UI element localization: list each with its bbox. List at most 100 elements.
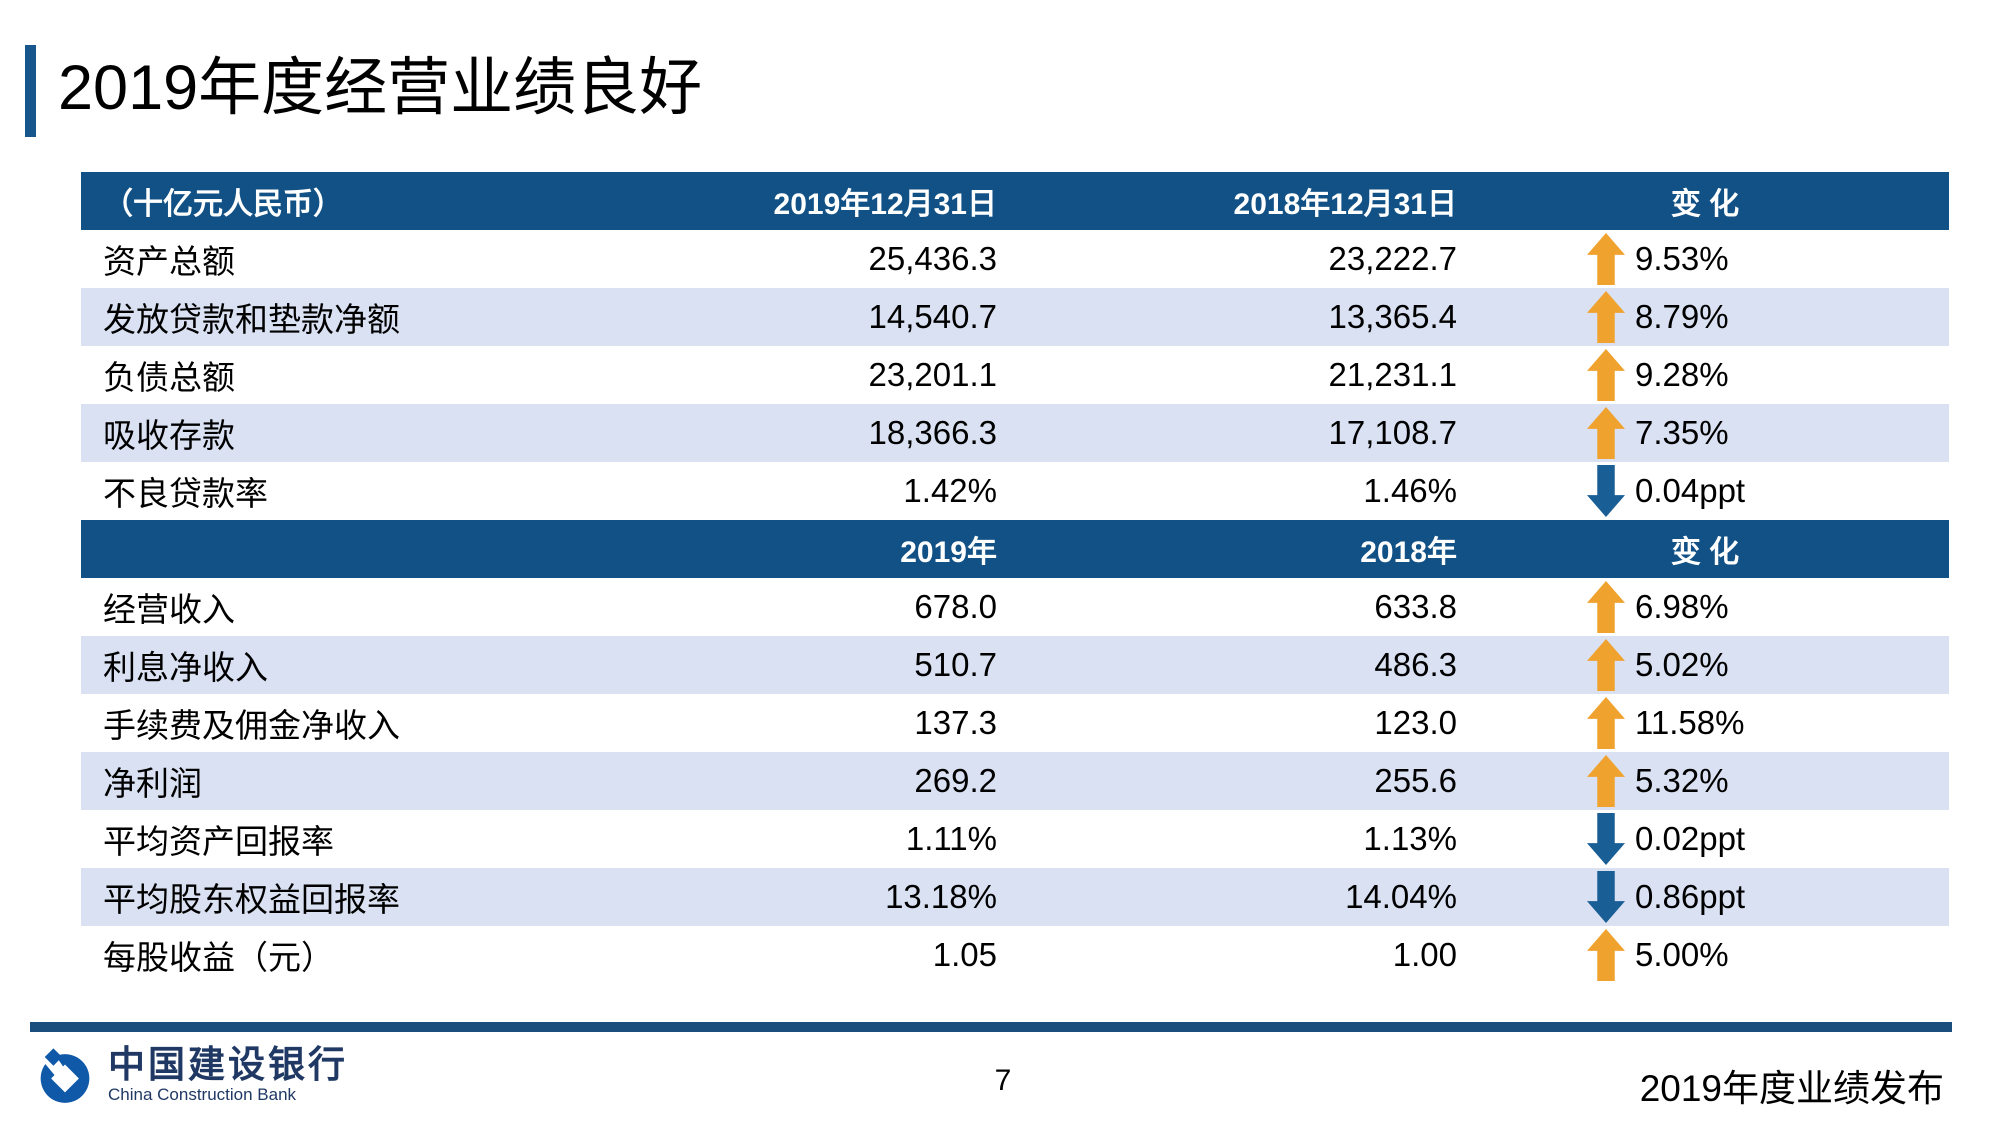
footer-divider [30,1022,1952,1032]
ccb-logo: 中国建设银行 China Construction Bank [36,1044,348,1106]
value-2018: 23,222.7 [1328,240,1457,277]
footer-presentation-title: 2019年度业绩发布 [1639,1068,1944,1109]
table-row: 平均股东权益回报率 13.18% 14.04% 0.86ppt [81,868,1949,926]
header-date-2018: 2018年12月31日 [1233,188,1457,221]
row-label: 平均股东权益回报率 [103,881,400,918]
value-2018: 1.46% [1363,472,1457,509]
change-value: 6.98% [1635,588,1729,625]
table-row: 经营收入 678.0 633.8 6.98% [81,578,1949,636]
up-arrow-icon [1587,581,1625,633]
change-cell: 5.00% [1461,929,1949,981]
ccb-logo-icon [40,1048,90,1103]
row-label: 负债总额 [103,359,235,396]
logo-name-en: China Construction Bank [108,1085,297,1104]
page-title: 2019年度经营业绩良好 [58,53,703,123]
change-value: 5.00% [1635,936,1729,973]
up-arrow-icon [1587,639,1625,691]
change-cell: 6.98% [1461,581,1949,633]
change-cell: 9.53% [1461,233,1949,285]
value-2019: 18,366.3 [868,414,997,451]
value-2018: 21,231.1 [1328,356,1457,393]
change-value: 9.53% [1635,240,1729,277]
ccb-logo-text: 中国建设银行 China Construction Bank [108,1045,348,1105]
change-value: 7.35% [1635,414,1729,451]
row-label: 吸收存款 [103,417,235,454]
value-2018: 17,108.7 [1328,414,1457,451]
change-value: 5.32% [1635,762,1729,799]
row-label: 手续费及佣金净收入 [103,707,400,744]
title-accent-bar [25,45,36,137]
table-row: 不良贷款率 1.42% 1.46% 0.04ppt [81,462,1949,520]
balance-sheet-rows: 资产总额 25,436.3 23,222.7 9.53% 发放贷款和垫款净额 14,540… [81,230,1949,520]
row-label: 平均资产回报率 [103,823,334,860]
header-change: 变 化 [1670,536,1740,569]
row-label: 经营收入 [103,591,235,628]
change-cell: 7.35% [1461,407,1949,459]
table-row: 净利润 269.2 255.6 5.32% [81,752,1949,810]
header-unit-label: （十亿元人民币） [103,188,343,221]
row-label: 不良贷款率 [103,475,268,512]
change-value: 0.86ppt [1635,878,1746,915]
value-2018: 255.6 [1374,762,1457,799]
value-2019: 23,201.1 [868,356,997,393]
up-arrow-icon [1587,755,1625,807]
table-row: 手续费及佣金净收入 137.3 123.0 11.58% [81,694,1949,752]
value-2019: 1.11% [905,820,997,857]
change-value: 0.02ppt [1635,820,1746,857]
value-2018: 486.3 [1374,646,1457,683]
value-2019: 510.7 [914,646,997,683]
down-arrow-icon [1587,813,1625,865]
value-2018: 1.13% [1363,820,1457,857]
header-date-2019: 2019年12月31日 [773,188,997,221]
value-2018: 14.04% [1345,878,1457,915]
value-2019: 14,540.7 [868,298,997,335]
value-2019: 1.05 [932,936,997,973]
table-row: 资产总额 25,436.3 23,222.7 9.53% [81,230,1949,288]
value-2019: 1.42% [903,472,997,509]
income-statement-rows: 经营收入 678.0 633.8 6.98% 利息净收入 510.7 486.3 5.02% 手… [81,578,1949,984]
table-row: 利息净收入 510.7 486.3 5.02% [81,636,1949,694]
change-value: 0.04ppt [1635,472,1746,509]
up-arrow-icon [1587,407,1625,459]
header-year-2019: 2019年 [900,536,997,569]
value-2018: 13,365.4 [1328,298,1457,335]
table-row: 发放贷款和垫款净额 14,540.7 13,365.4 8.79% [81,288,1949,346]
change-value: 11.58% [1635,704,1745,741]
value-2019: 678.0 [914,588,997,625]
header-year-2018: 2018年 [1360,536,1457,569]
value-2018: 123.0 [1374,704,1457,741]
change-cell: 5.32% [1461,755,1949,807]
page-number: 7 [994,1064,1012,1097]
up-arrow-icon [1587,233,1625,285]
change-cell: 9.28% [1461,349,1949,401]
row-label: 发放贷款和垫款净额 [103,301,400,338]
table-header-income: 2019年 2018年 变 化 [81,520,1949,578]
change-cell: 0.02ppt [1461,813,1949,865]
value-2019: 13.18% [885,878,997,915]
table-row: 平均资产回报率 1.11% 1.13% 0.02ppt [81,810,1949,868]
row-label: 每股收益（元） [103,939,334,976]
value-2019: 137.3 [914,704,997,741]
table-header-balance-sheet: （十亿元人民币） 2019年12月31日 2018年12月31日 变 化 [81,172,1949,230]
value-2019: 25,436.3 [868,240,997,277]
header-change: 变 化 [1670,188,1740,221]
change-value: 8.79% [1635,298,1729,335]
table-row: 负债总额 23,201.1 21,231.1 9.28% [81,346,1949,404]
down-arrow-icon [1587,871,1625,923]
value-2019: 269.2 [914,762,997,799]
row-label: 净利润 [103,765,202,802]
up-arrow-icon [1587,291,1625,343]
value-2018: 1.00 [1392,936,1457,973]
up-arrow-icon [1587,349,1625,401]
financial-table: （十亿元人民币） 2019年12月31日 2018年12月31日 变 化 资产总… [81,172,1949,984]
table-row: 每股收益（元） 1.05 1.00 5.00% [81,926,1949,984]
change-cell: 11.58% [1461,697,1949,749]
change-cell: 5.02% [1461,639,1949,691]
up-arrow-icon [1587,929,1625,981]
down-arrow-icon [1587,465,1625,517]
logo-name-cn: 中国建设银行 [108,1044,348,1085]
table-row: 吸收存款 18,366.3 17,108.7 7.35% [81,404,1949,462]
row-label: 利息净收入 [103,649,268,686]
change-cell: 8.79% [1461,291,1949,343]
